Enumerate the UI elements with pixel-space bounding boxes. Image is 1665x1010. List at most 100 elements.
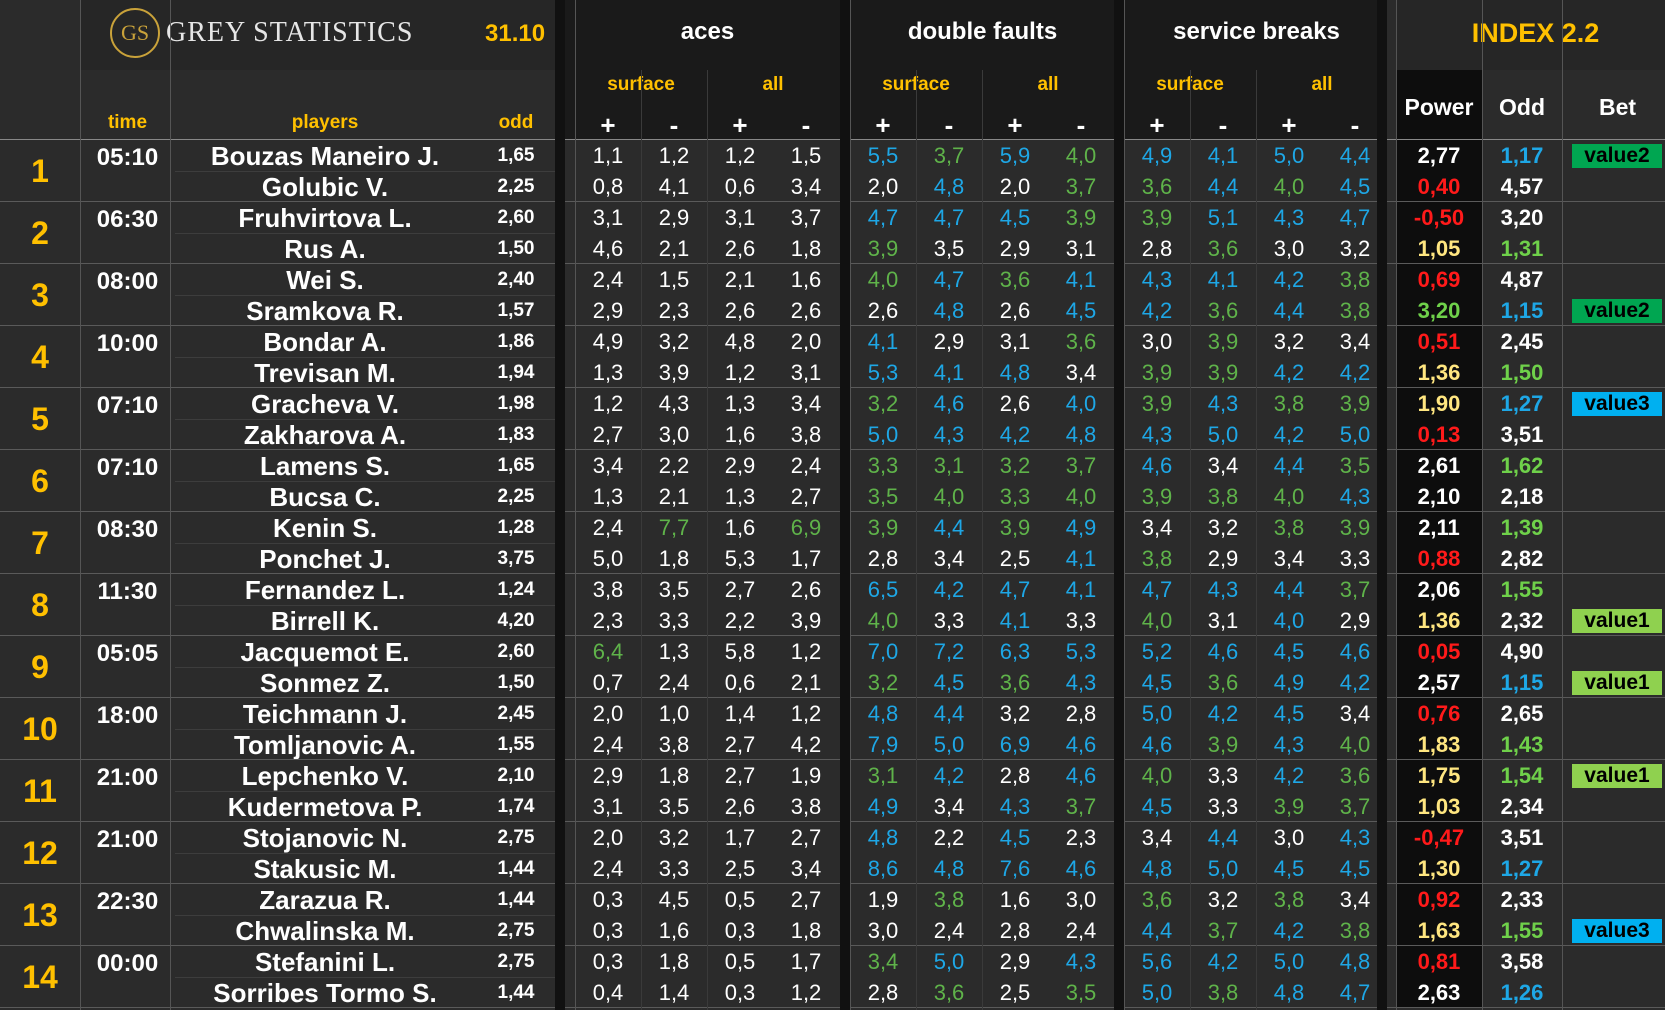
player-name: Teichmann J. xyxy=(242,699,408,729)
aces-value: 5,0 xyxy=(592,546,624,571)
subheader-surface: surface xyxy=(882,74,950,95)
aces-value: 4,3 xyxy=(658,391,690,416)
player-odd: 2,75 xyxy=(497,951,535,972)
aces-value: 3,8 xyxy=(790,794,822,819)
sb-value: 4,2 xyxy=(1273,918,1305,943)
sb-value: 3,3 xyxy=(1207,794,1239,819)
player-odd: 4,20 xyxy=(497,610,535,631)
df-value: 4,3 xyxy=(999,794,1031,819)
df-value: 2,2 xyxy=(933,825,965,850)
player-odd: 1,44 xyxy=(497,858,535,879)
player-name: Bouzas Maneiro J. xyxy=(210,141,440,171)
df-value: 4,0 xyxy=(867,267,899,292)
subheader-all: all xyxy=(762,74,784,95)
aces-value: 3,1 xyxy=(592,794,624,819)
sb-value: 3,2 xyxy=(1339,236,1371,261)
aces-value: 0,4 xyxy=(592,980,624,1005)
aces-value: 2,3 xyxy=(592,608,624,633)
sb-value: 5,0 xyxy=(1141,980,1173,1005)
player-name: Sonmez Z. xyxy=(259,668,390,698)
df-value: 3,6 xyxy=(933,980,965,1005)
aces-value: 1,8 xyxy=(790,918,822,943)
sb-value: 5,6 xyxy=(1141,949,1173,974)
sb-value: 3,8 xyxy=(1207,484,1239,509)
sb-value: 4,6 xyxy=(1339,639,1371,664)
sb-value: 4,6 xyxy=(1207,639,1239,664)
service-breaks-title: service breaks xyxy=(1173,18,1340,45)
player-name: Lamens S. xyxy=(259,451,391,481)
sb-value: 4,9 xyxy=(1141,143,1173,168)
odd2-value: 2,18 xyxy=(1500,484,1544,509)
player-divider xyxy=(175,481,555,482)
df-value: 4,2 xyxy=(933,763,965,788)
sb-value: 3,9 xyxy=(1207,329,1239,354)
power-cell-bg xyxy=(1396,822,1482,853)
df-value: 5,3 xyxy=(867,360,899,385)
power-value: 2,11 xyxy=(1418,515,1460,540)
player-odd: 2,40 xyxy=(497,269,535,290)
plus-header: + xyxy=(1007,110,1023,140)
aces-value: 2,7 xyxy=(790,887,822,912)
player-divider xyxy=(175,233,555,234)
player-odd: 1,50 xyxy=(497,238,535,259)
df-value: 3,6 xyxy=(1065,329,1097,354)
odd2-header: Odd xyxy=(1499,94,1545,120)
sb-value: 3,7 xyxy=(1339,794,1371,819)
odd2-value: 1,54 xyxy=(1500,763,1544,788)
player-divider xyxy=(175,295,555,296)
df-value: 2,5 xyxy=(999,546,1031,571)
sb-value: 4,3 xyxy=(1207,391,1239,416)
subheader-surface: surface xyxy=(1156,74,1224,95)
aces-value: 1,2 xyxy=(592,391,624,416)
df-value: 5,0 xyxy=(933,732,965,757)
sb-value: 4,2 xyxy=(1207,949,1239,974)
player-odd: 1,74 xyxy=(497,796,535,817)
sb-value: 4,2 xyxy=(1273,422,1305,447)
sb-value: 3,4 xyxy=(1141,515,1173,540)
power-cell-bg xyxy=(1396,977,1482,1008)
column-divider xyxy=(1124,0,1125,1010)
column-divider xyxy=(840,0,850,1010)
sb-value: 4,9 xyxy=(1273,670,1305,695)
time-header: time xyxy=(107,112,148,133)
df-value: 4,1 xyxy=(1065,577,1097,602)
player-name: Kudermetova P. xyxy=(227,792,423,822)
match-time: 08:30 xyxy=(96,516,159,543)
aces-value: 2,4 xyxy=(790,453,822,478)
df-value: 3,7 xyxy=(1065,794,1097,819)
row-divider xyxy=(0,511,1665,512)
odd2-value: 3,58 xyxy=(1500,949,1544,974)
df-value: 6,9 xyxy=(999,732,1031,757)
sb-value: 4,3 xyxy=(1339,825,1371,850)
sb-value: 5,0 xyxy=(1141,701,1173,726)
odd2-value: 2,32 xyxy=(1500,608,1544,633)
df-value: 1,9 xyxy=(867,887,899,912)
power-value: 2,63 xyxy=(1417,980,1461,1005)
match-time: 05:05 xyxy=(96,640,159,667)
df-value: 4,7 xyxy=(933,267,965,292)
df-value: 3,9 xyxy=(867,236,899,261)
sb-value: 4,7 xyxy=(1339,205,1371,230)
df-value: 4,8 xyxy=(933,174,965,199)
aces-value: 2,7 xyxy=(592,422,624,447)
aces-value: 3,4 xyxy=(592,453,624,478)
sb-value: 5,0 xyxy=(1207,422,1239,447)
power-value: 2,77 xyxy=(1417,143,1461,168)
odd2-value: 2,65 xyxy=(1500,701,1544,726)
df-value: 3,1 xyxy=(1065,236,1097,261)
df-value: 4,8 xyxy=(999,360,1031,385)
player-name: Sramkova R. xyxy=(246,296,404,326)
df-value: 3,0 xyxy=(1065,887,1097,912)
df-value: 4,7 xyxy=(867,205,899,230)
sb-value: 3,3 xyxy=(1207,763,1239,788)
aces-value: 3,1 xyxy=(724,205,756,230)
aces-value: 1,2 xyxy=(790,980,822,1005)
player-name: Stakusic M. xyxy=(253,854,397,884)
player-name: Bondar A. xyxy=(263,327,387,357)
subgroup-divider xyxy=(641,70,642,1010)
power-value: 2,57 xyxy=(1417,670,1461,695)
odd2-value: 4,87 xyxy=(1500,267,1544,292)
row-divider xyxy=(0,387,1665,388)
df-value: 3,3 xyxy=(867,453,899,478)
minus-header: - xyxy=(1218,110,1228,140)
